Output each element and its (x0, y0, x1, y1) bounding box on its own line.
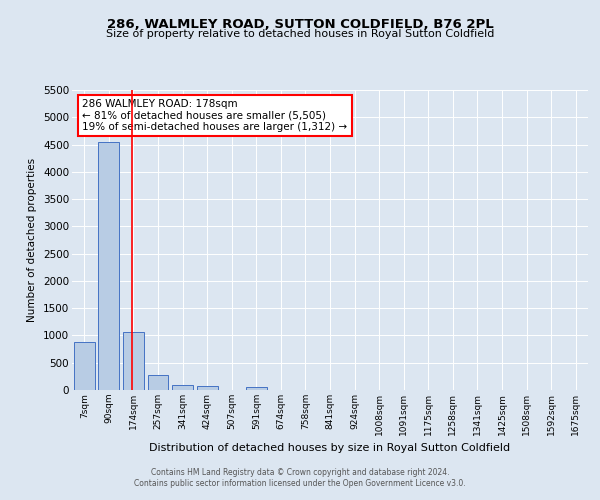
Text: 286 WALMLEY ROAD: 178sqm
← 81% of detached houses are smaller (5,505)
19% of sem: 286 WALMLEY ROAD: 178sqm ← 81% of detach… (82, 99, 347, 132)
Bar (98, 142, 119, 390)
Text: Size of property relative to detached houses in Royal Sutton Coldfield: Size of property relative to detached ho… (106, 29, 494, 39)
Bar (123, 332, 144, 390)
Bar (74, 342, 95, 390)
Bar (246, 388, 267, 390)
Text: Contains HM Land Registry data © Crown copyright and database right 2024.
Contai: Contains HM Land Registry data © Crown c… (134, 468, 466, 487)
Bar (172, 385, 193, 390)
Y-axis label: Number of detached properties: Number of detached properties (28, 158, 37, 322)
Bar (197, 386, 218, 390)
Text: 286, WALMLEY ROAD, SUTTON COLDFIELD, B76 2PL: 286, WALMLEY ROAD, SUTTON COLDFIELD, B76… (107, 18, 493, 30)
Bar (148, 374, 169, 390)
X-axis label: Distribution of detached houses by size in Royal Sutton Coldfield: Distribution of detached houses by size … (149, 443, 511, 453)
